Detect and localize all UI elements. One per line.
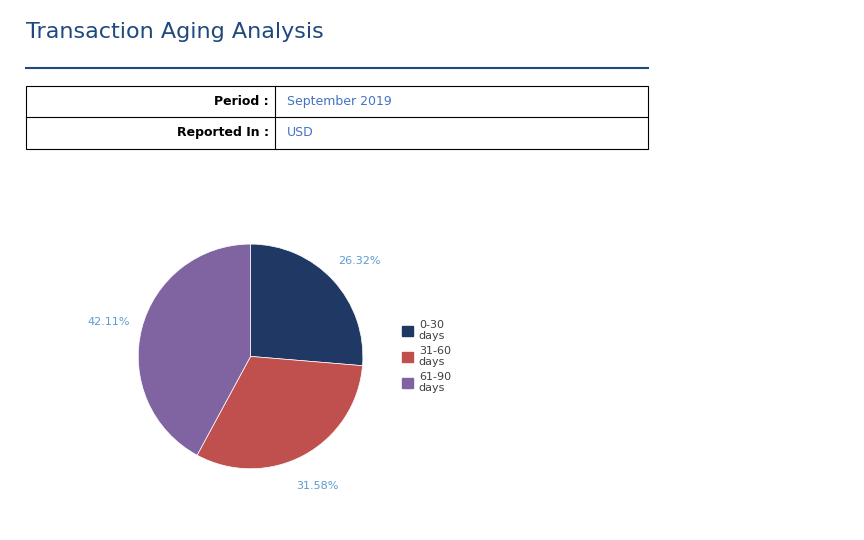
Text: 26.32%: 26.32% (338, 256, 381, 266)
Wedge shape (138, 244, 251, 455)
Text: 42.11%: 42.11% (87, 317, 130, 327)
Text: Reported In :: Reported In : (176, 126, 269, 139)
Text: USD: USD (287, 126, 314, 139)
Wedge shape (251, 244, 363, 366)
Wedge shape (197, 356, 363, 469)
Text: September 2019: September 2019 (287, 96, 392, 109)
Text: Transaction Aging Analysis: Transaction Aging Analysis (26, 22, 324, 42)
Text: 31.58%: 31.58% (296, 481, 339, 490)
Text: Period :: Period : (214, 96, 269, 109)
Legend: 0-30
days, 31-60
days, 61-90
days: 0-30 days, 31-60 days, 61-90 days (402, 320, 451, 393)
